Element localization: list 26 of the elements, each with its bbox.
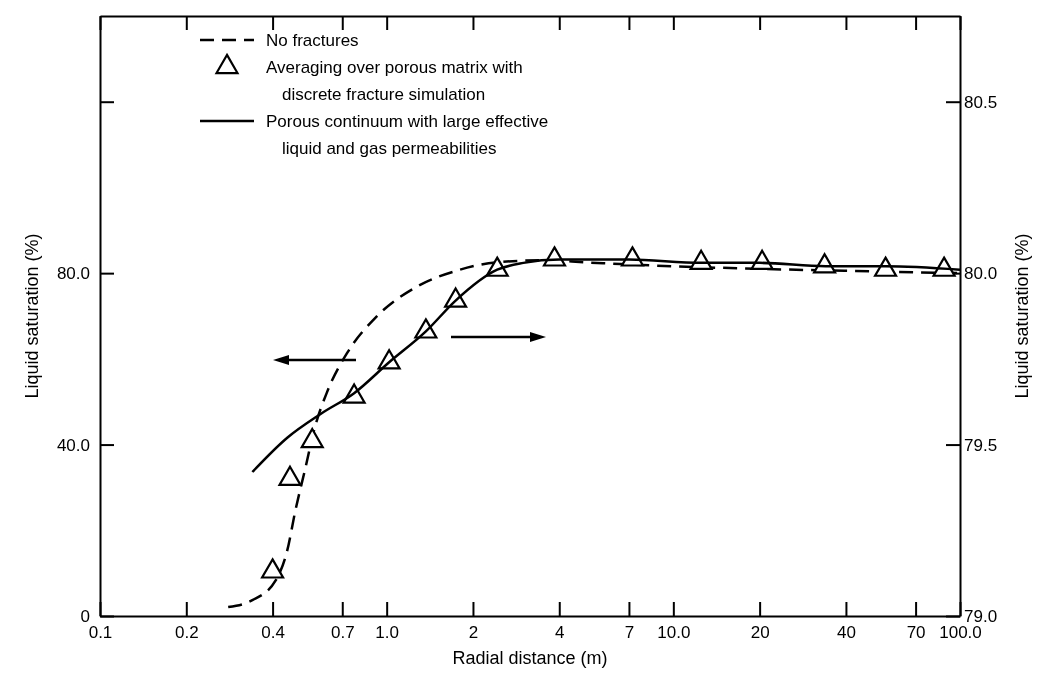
- legend-label: No fractures: [266, 31, 359, 50]
- y-axis-title: Liquid saturation (%): [22, 233, 42, 399]
- y2-tick-label: 79.0: [964, 606, 998, 626]
- x-tick-label: 0.7: [330, 623, 355, 643]
- y-tick-label: 80.0: [56, 264, 90, 284]
- legend-label: Averaging over porous matrix with discrete fracture simulation: [266, 58, 523, 104]
- x-tick-label: 40: [836, 623, 856, 643]
- x-tick-label: 4: [555, 623, 565, 643]
- x-tick-label: 1.0: [375, 623, 399, 643]
- legend-label: Porous continuum with large effective liquid and gas permeabilities: [266, 112, 549, 158]
- x-axis-title: Radial distance (m): [452, 648, 608, 668]
- x-tick-label: 7: [624, 623, 635, 643]
- y-tick-label: 40.0: [56, 435, 90, 455]
- x-tick-label: 70: [906, 623, 926, 643]
- x-tick-label: 100.0: [939, 623, 982, 643]
- y2-tick-label: 79.5: [964, 435, 998, 455]
- y2-tick-label: 80.0: [964, 264, 998, 284]
- x-tick-label: 2: [468, 623, 479, 643]
- x-tick-label: 10.0: [657, 623, 691, 643]
- x-tick-label: 20: [750, 623, 770, 643]
- x-tick-label: 0.4: [261, 623, 285, 643]
- x-tick-label: 0.2: [174, 623, 199, 643]
- x-tick-label: 0.1: [88, 623, 113, 643]
- y-tick-label: 0: [80, 606, 90, 626]
- y2-axis-title: Liquid saturation (%): [1012, 233, 1032, 399]
- y2-tick-label: 80.5: [964, 92, 998, 112]
